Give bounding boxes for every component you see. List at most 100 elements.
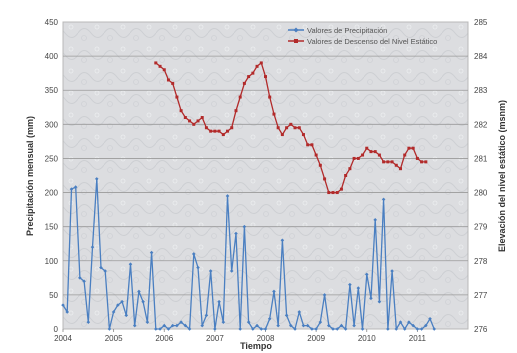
level-point <box>200 116 204 120</box>
level-point <box>280 133 284 137</box>
y2-tick-label: 276 <box>474 325 488 334</box>
precip-point <box>196 265 200 270</box>
y-tick-label: 200 <box>45 189 59 198</box>
precip-point <box>179 320 183 324</box>
precip-point <box>158 327 162 331</box>
precip-point <box>318 320 323 324</box>
level-point <box>289 122 293 126</box>
level-point <box>272 112 276 116</box>
level-point <box>166 78 170 82</box>
precip-point <box>73 185 78 189</box>
precip-point <box>124 313 129 318</box>
precip-point <box>284 313 289 318</box>
precip-point <box>99 265 103 270</box>
precip-point <box>276 323 280 328</box>
level-point <box>158 64 162 68</box>
x-tick-label: 2006 <box>155 334 173 343</box>
level-point <box>394 163 398 167</box>
y2-tick-label: 283 <box>474 86 488 95</box>
precip-point <box>305 323 310 328</box>
level-point <box>217 129 221 133</box>
level-point <box>179 109 183 113</box>
precip-point <box>428 316 432 321</box>
precip-point <box>200 323 205 328</box>
precip-point <box>381 197 386 202</box>
precip-point <box>267 316 272 321</box>
precip-point <box>411 323 415 328</box>
y2-tick-label: 277 <box>474 291 488 300</box>
level-point <box>323 177 327 181</box>
y-tick-label: 150 <box>45 223 59 232</box>
level-point <box>411 146 415 150</box>
precip-point <box>360 327 365 331</box>
legend-level-marker <box>294 39 298 43</box>
y-tick-label: 0 <box>54 325 59 334</box>
precip-point <box>187 327 192 331</box>
level-point <box>247 75 251 79</box>
level-point <box>331 191 335 195</box>
precip-point <box>402 327 407 331</box>
level-point <box>306 143 310 147</box>
precip-point <box>289 323 293 328</box>
precip-point <box>137 289 141 294</box>
legend-precip-marker <box>293 27 299 33</box>
level-point <box>221 133 225 137</box>
precip-point <box>221 320 226 324</box>
precip-point <box>175 323 179 328</box>
level-point <box>373 150 377 154</box>
level-point <box>352 156 356 160</box>
precip-point <box>107 327 112 331</box>
precip-point <box>120 299 124 304</box>
precip-point <box>398 320 403 324</box>
level-point <box>310 143 314 147</box>
precip-point <box>386 327 390 331</box>
precip-point <box>432 327 437 331</box>
precip-point <box>348 282 352 287</box>
level-point <box>424 160 428 164</box>
precip-point <box>128 262 133 266</box>
precip-point <box>69 187 74 191</box>
level-point <box>339 187 343 191</box>
precip-point <box>364 272 369 277</box>
y-tick-label: 400 <box>45 52 59 61</box>
precip-point <box>259 327 264 331</box>
level-point <box>276 126 280 130</box>
x-axis-ticks: 2004 2005 2006 2007 2008 2009 2010 2011 <box>54 329 427 343</box>
precip-point <box>272 289 276 294</box>
y-axis-ticks: 0 50 100 150 200 250 300 350 400 450 <box>45 18 59 334</box>
precip-point <box>229 269 234 273</box>
precip-point <box>356 286 361 290</box>
precip-point <box>415 327 420 331</box>
level-point <box>154 61 158 65</box>
precip-point <box>208 269 213 273</box>
plot-area <box>62 21 469 330</box>
y-tick-label: 300 <box>45 120 59 129</box>
level-point <box>390 160 394 164</box>
precip-point <box>61 303 65 307</box>
level-point <box>183 116 187 120</box>
precip-point <box>394 327 399 331</box>
y2-tick-label: 281 <box>474 154 488 163</box>
level-point <box>162 68 166 72</box>
level-point <box>226 129 230 133</box>
precip-point <box>225 194 230 198</box>
y2-axis-label: Elevación del nivel estático (msnm) <box>497 100 507 252</box>
precip-point <box>339 323 344 328</box>
level-point <box>234 109 238 113</box>
precip-point <box>116 303 120 307</box>
x-tick-label: 2004 <box>54 334 72 343</box>
precip-point <box>145 320 150 324</box>
y-tick-label: 50 <box>49 291 58 300</box>
precip-point <box>255 323 259 328</box>
legend: Valores de Precipitación Valores de Desc… <box>288 26 437 46</box>
level-point <box>268 95 272 99</box>
precip-point <box>94 177 99 181</box>
x-tick-label: 2011 <box>409 334 427 343</box>
precip-point <box>166 327 171 331</box>
level-point <box>238 95 242 99</box>
level-point <box>369 150 373 154</box>
precip-point <box>111 310 116 314</box>
level-point <box>407 146 411 150</box>
precip-point <box>242 224 247 229</box>
